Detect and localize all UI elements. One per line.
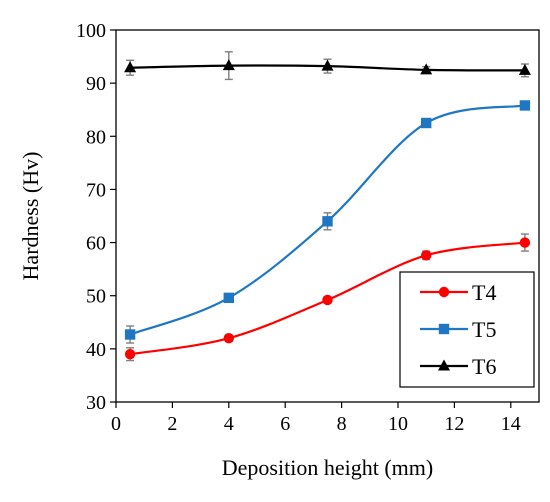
- legend-marker: [438, 286, 450, 298]
- plot-frame: [115, 29, 540, 403]
- data-point-t6: [321, 59, 334, 71]
- data-point-t6: [420, 63, 433, 75]
- data-point-t5: [223, 292, 234, 304]
- y-tick-label: 40: [86, 339, 106, 361]
- data-point-t4: [421, 250, 432, 261]
- series-t5: [124, 100, 531, 344]
- y-tick-label: 50: [86, 286, 106, 308]
- y-tick-label: 30: [86, 392, 106, 414]
- data-point-t4: [322, 294, 333, 306]
- data-point-t6: [222, 59, 235, 71]
- x-tick-label: 12: [444, 413, 464, 435]
- data-point-t6: [518, 63, 531, 75]
- data-point-t4: [124, 348, 136, 360]
- data-point-t5: [124, 329, 136, 340]
- axes: 0 2 4 6 8 10 12 14 30 40 50 60 70 80 90 100: [76, 20, 540, 435]
- legend-entry-t6: T6: [420, 354, 496, 379]
- data-point-t6: [124, 61, 137, 73]
- y-tick-label: 100: [76, 20, 106, 42]
- series-layer: [124, 51, 531, 362]
- x-tick-label: 0: [111, 413, 121, 435]
- legend-label: T4: [472, 280, 496, 305]
- y-tick-label: 90: [86, 73, 106, 95]
- x-axis-title: Deposition height (mm): [222, 455, 433, 480]
- x-tick-label: 4: [224, 413, 234, 435]
- y-tick-label: 80: [86, 126, 106, 148]
- x-tick-label: 2: [167, 413, 177, 435]
- data-point-t4: [223, 333, 234, 344]
- y-tick-label: 60: [86, 233, 106, 255]
- y-axis-title: Hardness (Hv): [18, 152, 43, 281]
- x-tick-label: 8: [337, 413, 347, 435]
- legend-label: T6: [472, 354, 496, 379]
- x-tick-label: 10: [388, 413, 408, 435]
- x-tick-label: 14: [501, 413, 521, 435]
- legend-marker: [438, 323, 450, 335]
- data-point-t5: [519, 100, 531, 111]
- legend-entry-t4: T4: [420, 280, 496, 305]
- data-point-t5: [322, 216, 333, 227]
- series-t4: [124, 233, 531, 362]
- legend-label: T5: [472, 317, 496, 342]
- legend-marker: [438, 359, 450, 371]
- legend-entry-t5: T5: [420, 317, 496, 342]
- x-tick-label: 6: [280, 413, 290, 435]
- y-tick-label: 70: [86, 179, 106, 201]
- data-point-t5: [421, 117, 432, 129]
- legend: T4 T5 T6: [399, 271, 535, 388]
- data-point-t4: [519, 237, 531, 248]
- series-t6: [124, 51, 531, 81]
